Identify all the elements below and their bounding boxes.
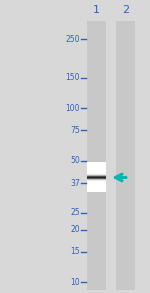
- Text: 250: 250: [66, 35, 80, 44]
- Text: 25: 25: [70, 208, 80, 217]
- Text: 15: 15: [70, 247, 80, 256]
- Text: 20: 20: [70, 225, 80, 234]
- Text: 1: 1: [93, 5, 100, 15]
- Text: 150: 150: [66, 73, 80, 82]
- Bar: [116, 21, 135, 290]
- Text: 100: 100: [66, 104, 80, 113]
- Bar: [87, 21, 106, 290]
- Text: 10: 10: [70, 277, 80, 287]
- Text: 37: 37: [70, 179, 80, 188]
- Text: 75: 75: [70, 125, 80, 134]
- Text: 50: 50: [70, 156, 80, 165]
- Text: 2: 2: [122, 5, 129, 15]
